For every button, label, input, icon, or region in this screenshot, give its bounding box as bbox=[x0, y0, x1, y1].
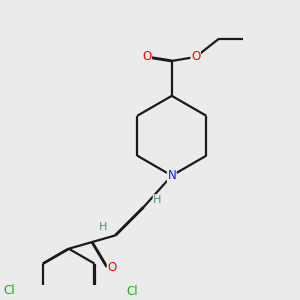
Text: H: H bbox=[153, 195, 162, 205]
Text: H: H bbox=[98, 222, 107, 232]
Text: O: O bbox=[142, 50, 152, 64]
Text: O: O bbox=[107, 260, 117, 274]
Text: O: O bbox=[191, 50, 200, 64]
Text: Cl: Cl bbox=[3, 284, 15, 297]
Text: Cl: Cl bbox=[126, 285, 138, 298]
Text: N: N bbox=[167, 169, 176, 182]
